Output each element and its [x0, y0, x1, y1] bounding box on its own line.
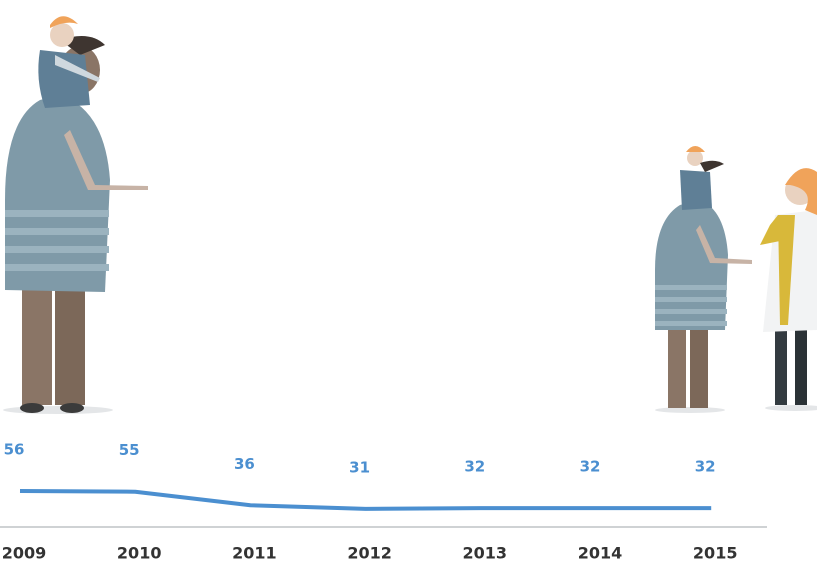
value-label: 36 [234, 455, 255, 473]
value-label: 32 [695, 458, 716, 476]
x-tick-label: 2013 [463, 544, 508, 563]
value-label: 32 [464, 458, 485, 476]
x-tick-label: 2010 [117, 544, 162, 563]
x-tick-label: 2009 [2, 544, 47, 563]
x-tick-label: 2011 [232, 544, 277, 563]
x-tick-label: 2012 [347, 544, 392, 563]
value-label: 31 [349, 458, 370, 476]
value-label: 56 [4, 441, 25, 459]
value-label: 32 [580, 458, 601, 476]
data-line [19, 489, 712, 511]
x-tick-label: 2015 [693, 544, 738, 563]
illustration-left [3, 16, 148, 414]
illustration-right [655, 146, 817, 413]
value-label: 55 [119, 441, 140, 459]
x-tick-label: 2014 [578, 544, 623, 563]
